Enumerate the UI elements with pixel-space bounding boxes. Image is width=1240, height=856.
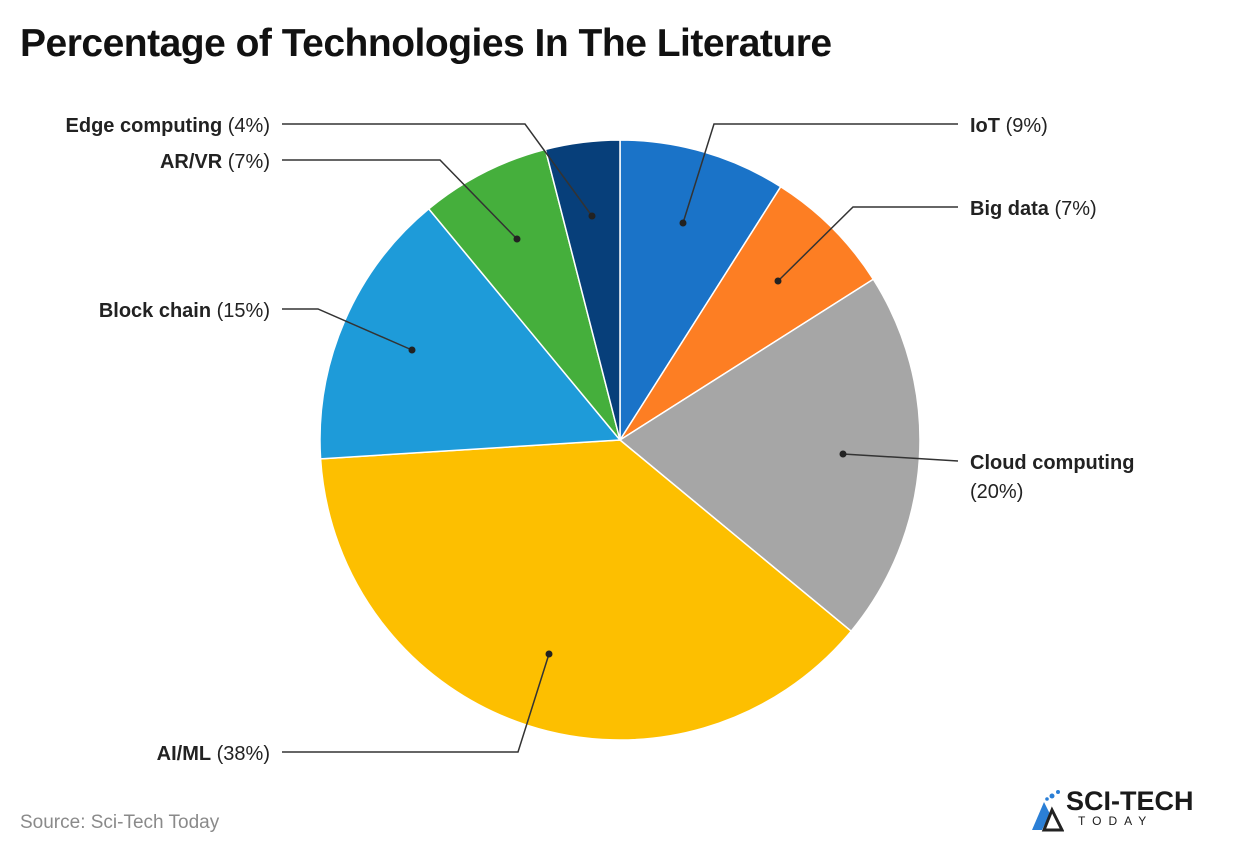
logo-text: SCI-TECH bbox=[1066, 786, 1194, 816]
slice-label-name: Block chain bbox=[99, 300, 211, 322]
slice-label: IoT (9%) bbox=[970, 115, 1048, 137]
slice-label: AI/ML (38%) bbox=[157, 743, 270, 765]
leader-dot bbox=[679, 219, 687, 227]
slice-label: AR/VR (7%) bbox=[160, 151, 270, 173]
leader-dot bbox=[513, 235, 521, 243]
slice-label-name: Big data bbox=[970, 198, 1050, 220]
sci-tech-today-logo: SCI-TECH TODAY bbox=[1030, 786, 1210, 832]
slice-label-name: Cloud computing bbox=[970, 452, 1134, 474]
chart-title: Percentage of Technologies In The Litera… bbox=[20, 22, 832, 65]
slice-label-name: IoT bbox=[970, 115, 1000, 137]
leader-line bbox=[282, 653, 550, 753]
slice-label: Block chain (15%) bbox=[99, 300, 270, 322]
leader-dot bbox=[545, 650, 553, 658]
slice-label-percent: (15%) bbox=[217, 300, 270, 322]
leader-line bbox=[777, 206, 958, 282]
source-note: Source: Sci-Tech Today bbox=[20, 812, 220, 833]
leader-line bbox=[282, 308, 413, 351]
leader-dot bbox=[774, 277, 782, 285]
pie-slice-iot bbox=[619, 139, 782, 443]
leader-line bbox=[842, 453, 959, 462]
slice-label-percent: (20%) bbox=[970, 481, 1023, 503]
logo-mark-icon bbox=[1032, 790, 1064, 832]
slice-label-percent: (9%) bbox=[1006, 115, 1048, 137]
slice-label: Big data (7%) bbox=[970, 198, 1097, 220]
slice-label-percent: (4%) bbox=[228, 115, 270, 137]
pie-slice-ar-vr bbox=[427, 148, 621, 441]
leader-dot bbox=[408, 346, 416, 354]
leader-line bbox=[282, 159, 518, 240]
leader-dot bbox=[588, 212, 596, 220]
slice-label-percent: (38%) bbox=[217, 743, 270, 765]
slice-label-percent: (7%) bbox=[228, 151, 270, 173]
leader-dot bbox=[839, 450, 847, 458]
slice-label-name: AI/ML bbox=[157, 743, 211, 765]
pie-slice-ai-ml bbox=[319, 439, 853, 741]
leader-line bbox=[682, 123, 958, 224]
slice-label-name: Edge computing bbox=[66, 115, 223, 137]
leader-line bbox=[282, 123, 593, 217]
slice-label: Cloud computing (20%) bbox=[970, 452, 1134, 503]
slice-label: Edge computing (4%) bbox=[66, 115, 270, 137]
logo-subtext: TODAY bbox=[1078, 814, 1154, 828]
pie-slice-edge-computing bbox=[544, 139, 621, 441]
slice-label-name: AR/VR bbox=[160, 151, 223, 173]
slice-label-percent: (7%) bbox=[1054, 198, 1096, 220]
